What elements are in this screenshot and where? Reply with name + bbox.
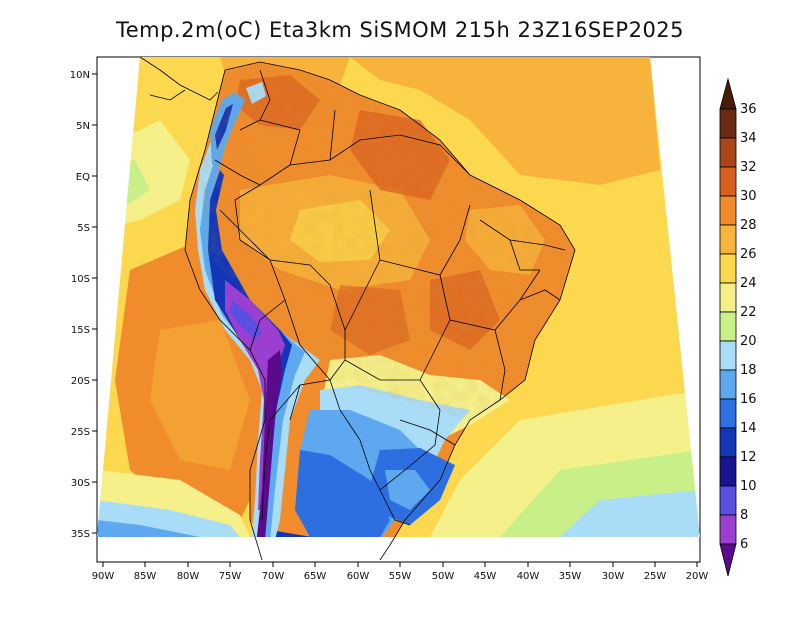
colorbar-label: 36 — [740, 102, 757, 117]
temperature-field — [97, 57, 700, 537]
colorbar-label: 30 — [740, 189, 757, 204]
colorbar — [719, 77, 737, 577]
colorbar-label: 12 — [740, 450, 757, 465]
colorbar-segment — [719, 166, 737, 197]
colorbar-segment — [719, 137, 737, 168]
colorbar-segment — [719, 282, 737, 313]
colorbar-label: 18 — [740, 363, 757, 378]
lon-tick-label: 75W — [219, 571, 242, 582]
lat-tick-label: 15S — [71, 325, 90, 336]
lon-tick-label: 30W — [602, 571, 625, 582]
lat-tick-label: EQ — [76, 172, 90, 183]
colorbar-segment — [719, 108, 737, 139]
colorbar-label: 8 — [740, 508, 748, 523]
colorbar-label: 10 — [740, 479, 757, 494]
lon-tick-label: 90W — [92, 571, 115, 582]
colorbar-label: 26 — [740, 247, 757, 262]
colorbar-label: 28 — [740, 218, 757, 233]
lon-tick-label: 55W — [389, 571, 412, 582]
lon-tick-label: 35W — [559, 571, 582, 582]
colorbar-segment — [719, 514, 737, 545]
colorbar-label: 6 — [740, 537, 748, 552]
colorbar-label: 24 — [740, 276, 757, 291]
lon-tick-label: 60W — [347, 571, 370, 582]
lat-tick-label: 10S — [71, 274, 90, 285]
colorbar-label: 16 — [740, 392, 757, 407]
colorbar-segment — [719, 224, 737, 255]
lat-tick-label: 30S — [71, 478, 90, 489]
lon-tick-label: 40W — [517, 571, 540, 582]
colorbar-arrow-top — [719, 77, 737, 110]
lon-tick-label: 45W — [474, 571, 497, 582]
colorbar-label: 34 — [740, 131, 757, 146]
lon-tick-label: 50W — [432, 571, 455, 582]
lat-tick-label: 25S — [71, 427, 90, 438]
colorbar-segment — [719, 340, 737, 371]
colorbar-segment — [719, 456, 737, 487]
lon-tick-label: 25W — [644, 571, 667, 582]
colorbar-segment — [719, 427, 737, 458]
colorbar-segment — [719, 369, 737, 400]
lat-tick-label: 20S — [71, 376, 90, 387]
colorbar-label: 20 — [740, 334, 757, 349]
map-title: Temp.2m(oC) Eta3km SiSMOM 215h 23Z16SEP2… — [115, 18, 685, 42]
lon-tick-label: 65W — [304, 571, 327, 582]
colorbar-segment — [719, 253, 737, 284]
lon-tick-label: 70W — [262, 571, 285, 582]
lat-tick-label: 5S — [77, 223, 90, 234]
latitude-axis — [92, 73, 97, 534]
lon-tick-label: 20W — [686, 571, 709, 582]
lon-tick-label: 85W — [134, 571, 157, 582]
colorbar-segment — [719, 195, 737, 226]
colorbar-segment — [719, 398, 737, 429]
lon-tick-label: 80W — [177, 571, 200, 582]
political-borders — [139, 56, 576, 561]
colorbar-segment — [719, 311, 737, 342]
colorbar-label: 22 — [740, 305, 757, 320]
longitude-axis — [102, 562, 698, 567]
lat-tick-label: 35S — [71, 529, 90, 540]
colorbar-label: 14 — [740, 421, 757, 436]
colorbar-segment — [719, 485, 737, 516]
colorbar-arrow-bottom — [719, 543, 737, 577]
colorbar-label: 32 — [740, 160, 757, 175]
lat-tick-label: 10N — [70, 70, 90, 81]
lat-tick-label: 5N — [76, 121, 90, 132]
